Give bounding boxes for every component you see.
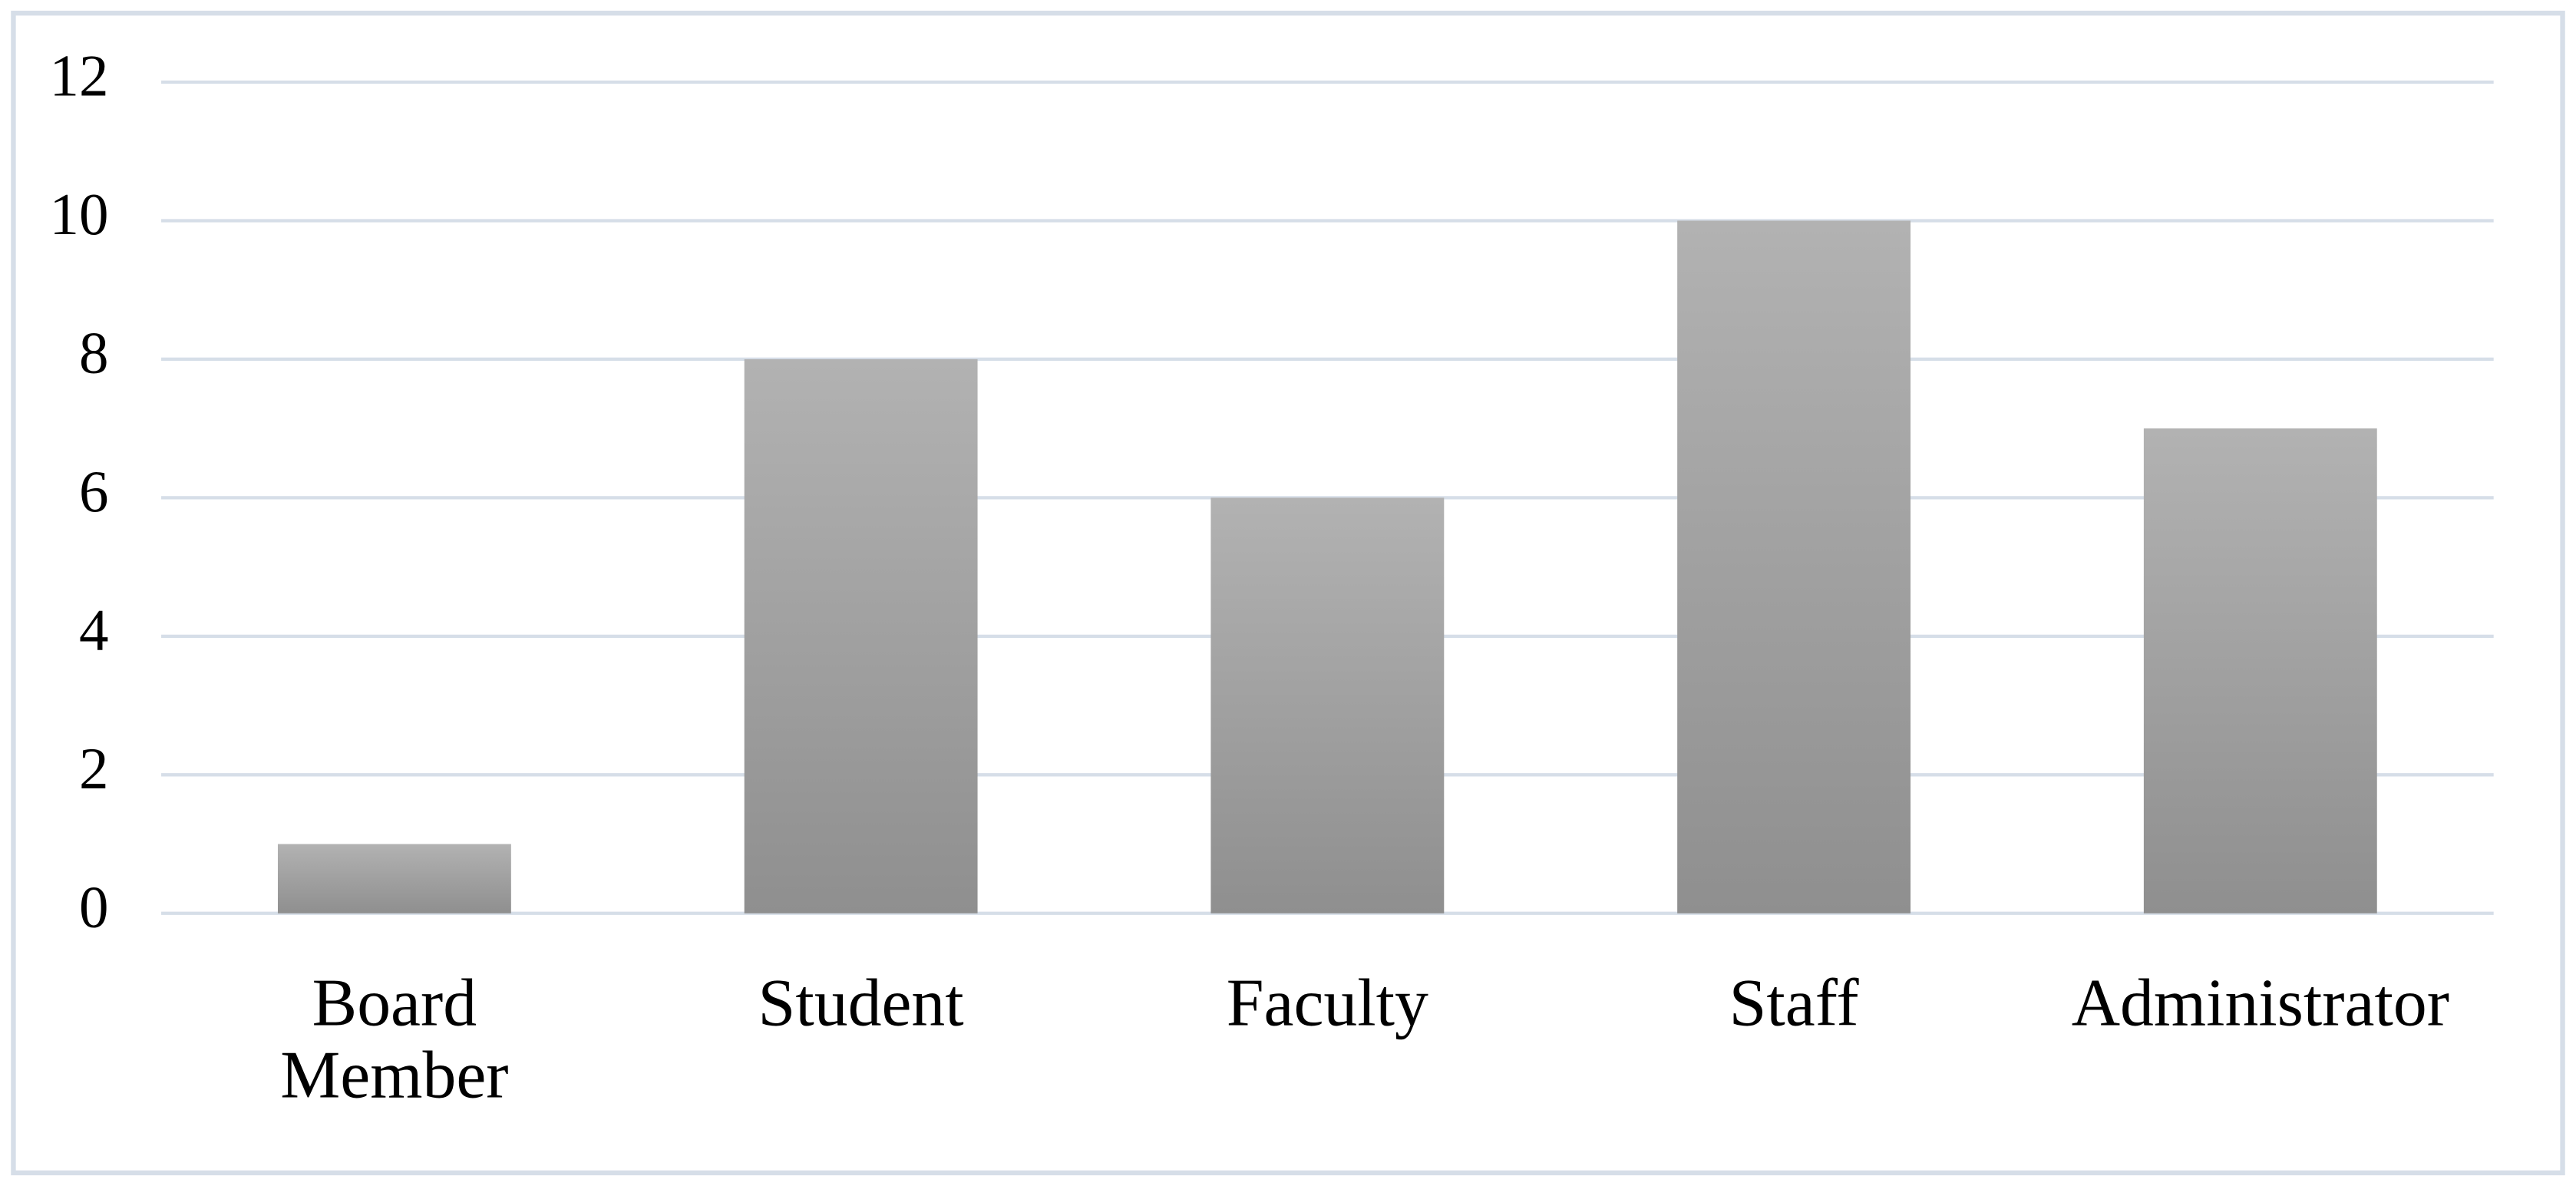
bar xyxy=(1677,220,1911,913)
bar xyxy=(1210,497,1445,913)
x-tick-label-box: Board Member xyxy=(280,966,509,1112)
y-tick-label: 2 xyxy=(79,735,109,801)
x-tick-label-box: Administrator xyxy=(2071,966,2449,1040)
x-tick-label: Administrator xyxy=(2071,966,2449,1040)
x-tick-label: Board Member xyxy=(280,966,509,1112)
y-tick-label: 4 xyxy=(79,597,109,663)
x-tick-label-box: Faculty xyxy=(1226,966,1428,1040)
y-tick-label: 8 xyxy=(79,320,109,386)
x-tick-label: Student xyxy=(758,966,964,1040)
bar xyxy=(744,358,978,913)
y-tick-label: 0 xyxy=(79,874,109,940)
bar xyxy=(2143,428,2377,913)
y-tick-label: 10 xyxy=(50,181,109,247)
x-tick-label-box: Student xyxy=(758,966,964,1040)
y-tick-label: 6 xyxy=(79,458,109,524)
y-tick-label: 12 xyxy=(50,43,109,109)
x-tick-label: Faculty xyxy=(1226,966,1428,1040)
x-tick-label: Staff xyxy=(1729,966,1859,1040)
x-tick-label-box: Staff xyxy=(1729,966,1859,1040)
bar xyxy=(277,844,511,913)
